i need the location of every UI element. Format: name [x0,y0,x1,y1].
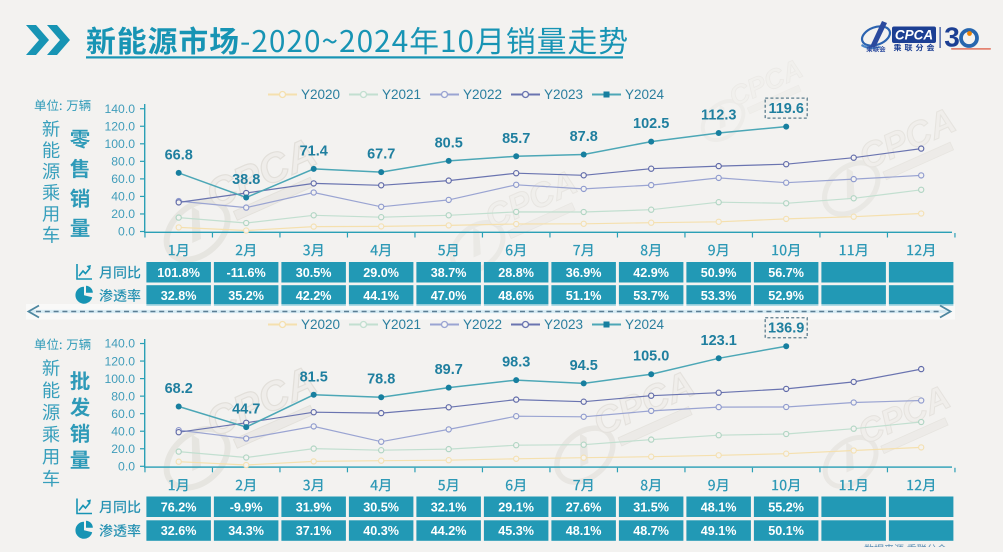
svg-text:51.1%: 51.1% [566,289,602,303]
svg-text:Y2024: Y2024 [625,317,665,332]
svg-text:100.0: 100.0 [105,372,136,386]
svg-text:76.2%: 76.2% [161,500,197,514]
svg-text:0.0: 0.0 [118,460,135,474]
svg-text:48.6%: 48.6% [498,289,534,303]
svg-text:42.9%: 42.9% [633,266,669,280]
svg-text:80.5: 80.5 [435,135,463,151]
svg-text:42.2%: 42.2% [296,289,332,303]
svg-text:68.2: 68.2 [165,381,193,397]
svg-text:Y2024: Y2024 [625,87,665,102]
svg-text:31.5%: 31.5% [633,500,669,514]
svg-text:81.5: 81.5 [300,369,328,385]
svg-text:94.5: 94.5 [570,358,598,374]
svg-text:44.7: 44.7 [232,402,260,418]
svg-text:50.9%: 50.9% [701,266,737,280]
svg-text:48.1%: 48.1% [701,500,737,514]
svg-text:-9.9%: -9.9% [230,500,263,514]
svg-text:Y2021: Y2021 [382,87,421,102]
svg-text:66.8: 66.8 [165,147,193,163]
svg-text:53.3%: 53.3% [701,289,737,303]
svg-text:140.0: 140.0 [105,102,136,116]
svg-text:38.7%: 38.7% [431,266,467,280]
svg-text:89.7: 89.7 [435,362,463,378]
svg-text:48.7%: 48.7% [633,524,669,538]
svg-text:120.0: 120.0 [105,354,136,368]
svg-text:CPCA: CPCA [895,28,933,43]
svg-text:85.7: 85.7 [502,131,530,147]
svg-text:78.8: 78.8 [367,372,395,388]
svg-text:44.1%: 44.1% [363,289,399,303]
svg-text:Y2020: Y2020 [301,317,340,332]
svg-text:Y2022: Y2022 [463,87,502,102]
svg-text:47.0%: 47.0% [431,289,467,303]
svg-text:112.3: 112.3 [701,108,737,124]
svg-text:20.0: 20.0 [111,442,135,456]
svg-text:40.0: 40.0 [111,190,135,204]
svg-text:80.0: 80.0 [111,389,135,403]
svg-text:Y2023: Y2023 [544,87,583,102]
svg-text:31.9%: 31.9% [296,500,332,514]
svg-text:101.8%: 101.8% [157,266,200,280]
svg-text:102.5: 102.5 [633,116,669,132]
svg-text:120.0: 120.0 [105,119,136,133]
svg-text:32.8%: 32.8% [161,289,197,303]
svg-text:37.1%: 37.1% [296,524,332,538]
svg-text:30.5%: 30.5% [363,500,399,514]
svg-text:50.1%: 50.1% [768,524,804,538]
svg-text:Y2021: Y2021 [382,317,421,332]
svg-text:0.0: 0.0 [118,225,135,239]
svg-text:32.1%: 32.1% [431,500,467,514]
svg-text:27.6%: 27.6% [566,500,602,514]
svg-text:105.0: 105.0 [633,349,669,365]
svg-text:29.1%: 29.1% [498,500,534,514]
svg-text:29.0%: 29.0% [363,266,399,280]
svg-text:87.8: 87.8 [570,129,598,145]
svg-text:67.7: 67.7 [367,147,395,163]
svg-text:34.3%: 34.3% [228,524,264,538]
svg-text:123.1: 123.1 [701,333,737,349]
svg-text:40.0: 40.0 [111,424,135,438]
svg-text:60.0: 60.0 [111,407,135,421]
svg-text:49.1%: 49.1% [701,524,737,538]
svg-text:-11.6%: -11.6% [227,266,266,280]
svg-text:32.6%: 32.6% [161,524,197,538]
svg-text:Y2020: Y2020 [301,87,340,102]
svg-text:45.3%: 45.3% [498,524,534,538]
svg-text:Y2023: Y2023 [544,317,583,332]
svg-text:35.2%: 35.2% [228,289,264,303]
svg-text:140.0: 140.0 [105,337,136,351]
svg-text:28.8%: 28.8% [498,266,534,280]
svg-text:52.9%: 52.9% [768,289,804,303]
svg-text:40.3%: 40.3% [363,524,399,538]
svg-text:100.0: 100.0 [105,137,136,151]
svg-text:20.0: 20.0 [111,207,135,221]
svg-text:119.6: 119.6 [768,101,804,117]
svg-text:55.2%: 55.2% [768,500,804,514]
svg-text:3: 3 [944,22,960,53]
svg-text:53.7%: 53.7% [633,289,669,303]
svg-text:80.0: 80.0 [111,155,135,169]
svg-text:38.8: 38.8 [232,172,260,188]
svg-text:60.0: 60.0 [111,172,135,186]
svg-text:98.3: 98.3 [502,355,530,371]
svg-text:Y2022: Y2022 [463,317,502,332]
svg-text:71.4: 71.4 [300,143,328,159]
svg-text:136.9: 136.9 [768,321,804,337]
svg-text:48.1%: 48.1% [566,524,602,538]
svg-text:44.2%: 44.2% [431,524,467,538]
svg-text:36.9%: 36.9% [566,266,602,280]
svg-text:56.7%: 56.7% [768,266,804,280]
svg-text:30.5%: 30.5% [296,266,332,280]
